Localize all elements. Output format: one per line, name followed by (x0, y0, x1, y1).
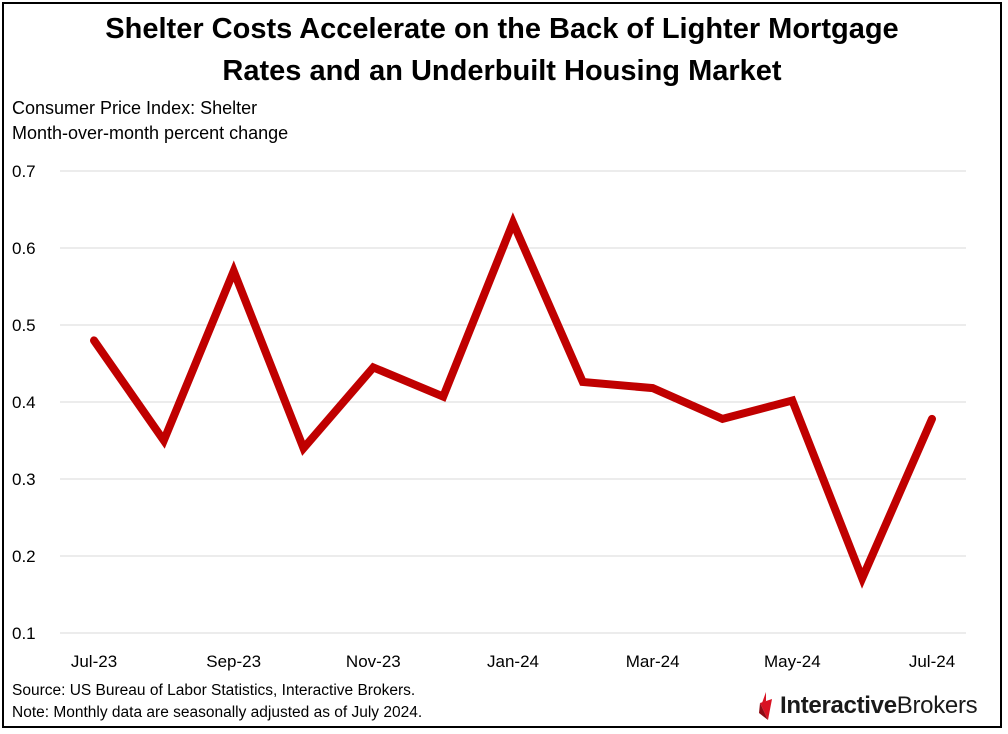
source-note: Source: US Bureau of Labor Statistics, I… (12, 682, 416, 699)
footnote: Note: Monthly data are seasonally adjust… (12, 704, 423, 721)
title-line-1: Shelter Costs Accelerate on the Back of … (105, 13, 899, 45)
chart-subtitle-unit: Month-over-month percent change (12, 123, 289, 143)
x-tick-label: Jul-23 (71, 652, 117, 671)
y-tick-label: 0.4 (12, 393, 36, 412)
y-tick-label: 0.6 (12, 239, 36, 258)
x-tick-label: Jul-24 (909, 652, 955, 671)
x-tick-label: Sep-23 (206, 652, 261, 671)
x-tick-label: Mar-24 (626, 652, 680, 671)
chart-title: Shelter Costs Accelerate on the Back of … (0, 8, 1004, 92)
logo-word-brokers: Brokers (896, 692, 978, 719)
y-tick-label: 0.7 (12, 162, 36, 181)
x-tick-label: Jan-24 (487, 652, 539, 671)
series-line (90, 212, 936, 589)
x-tick-label: May-24 (764, 652, 821, 671)
x-tick-label: Nov-23 (346, 652, 401, 671)
y-tick-label: 0.5 (12, 316, 36, 335)
title-line-2: Rates and an Underbuilt Housing Market (222, 55, 782, 87)
logo-word-interactive: Interactive (780, 692, 897, 719)
interactive-brokers-logo: InteractiveBrokers (756, 689, 978, 723)
y-tick-label: 0.3 (12, 470, 36, 489)
logo-wordmark: InteractiveBrokers (780, 691, 978, 721)
chart-subtitle-series: Consumer Price Index: Shelter (12, 98, 258, 118)
interactive-brokers-logo-icon (759, 692, 772, 720)
y-tick-label: 0.1 (12, 624, 36, 643)
y-tick-label: 0.2 (12, 547, 36, 566)
